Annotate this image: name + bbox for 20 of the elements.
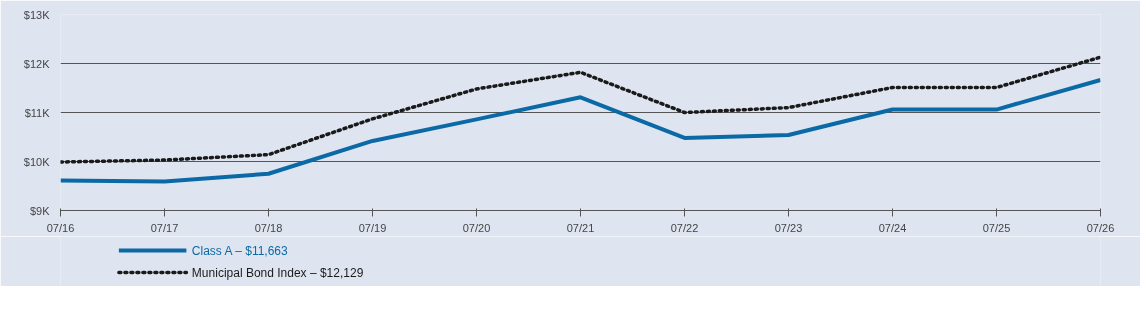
text: Municipal Bond Index – $12,129 (191, 265, 364, 280)
x-tick-label: 07/18 (254, 221, 283, 234)
y-tick-label: $12K (23, 57, 51, 70)
x-tick-label: 07/21 (566, 221, 595, 234)
y-tick-label: $11K (24, 106, 51, 119)
x-tick-label: 07/22 (670, 221, 699, 234)
x-tick-label: 07/26 (1086, 221, 1115, 234)
x-tick-label: 07/23 (774, 221, 803, 234)
text: Class A – $11,663 (191, 243, 289, 258)
x-tick-label: 07/19 (358, 221, 387, 234)
line-series (60, 55, 1101, 164)
y-tick-label: $9K (29, 204, 51, 217)
x-tick-label: 07/20 (462, 221, 491, 234)
x-tick-label: 07/25 (982, 221, 1011, 234)
x-tick-label: 07/24 (878, 221, 907, 234)
line-series (60, 78, 1101, 184)
x-tick-label: 07/16 (46, 221, 75, 234)
x-tick-label: 07/17 (150, 221, 179, 234)
y-tick-label: $10K (23, 155, 51, 168)
y-tick-label: $13K (23, 8, 51, 21)
